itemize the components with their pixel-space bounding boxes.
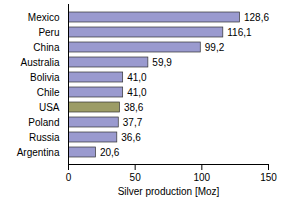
svg-text:Argentina: Argentina — [17, 147, 60, 158]
svg-text:116,1: 116,1 — [227, 27, 252, 38]
svg-text:Peru: Peru — [38, 27, 59, 38]
svg-text:59,9: 59,9 — [152, 57, 172, 68]
svg-text:100: 100 — [193, 172, 210, 183]
svg-text:Silver production [Moz]: Silver production [Moz] — [118, 186, 220, 197]
svg-text:Russia: Russia — [29, 132, 60, 143]
svg-text:USA: USA — [39, 102, 60, 113]
svg-text:99,2: 99,2 — [205, 42, 225, 53]
svg-text:50: 50 — [130, 172, 142, 183]
svg-text:Bolivia: Bolivia — [30, 72, 60, 83]
svg-text:Australia: Australia — [21, 57, 60, 68]
svg-text:20,6: 20,6 — [100, 147, 120, 158]
svg-text:37,7: 37,7 — [123, 117, 143, 128]
svg-text:41,0: 41,0 — [127, 87, 147, 98]
svg-text:0: 0 — [66, 172, 72, 183]
svg-text:Chile: Chile — [37, 87, 60, 98]
svg-text:Poland: Poland — [28, 117, 59, 128]
svg-text:Mexico: Mexico — [28, 12, 60, 23]
svg-text:128,6: 128,6 — [244, 12, 269, 23]
svg-text:38,6: 38,6 — [124, 102, 144, 113]
svg-text:36,6: 36,6 — [121, 132, 141, 143]
svg-text:150: 150 — [260, 172, 277, 183]
svg-text:China: China — [33, 42, 60, 53]
svg-text:41,0: 41,0 — [127, 72, 147, 83]
